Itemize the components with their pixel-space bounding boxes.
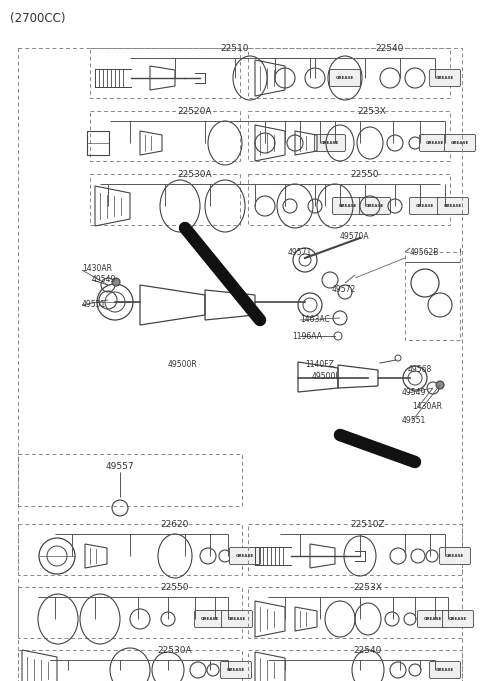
Text: GREASE: GREASE (236, 554, 254, 558)
Text: 49570A: 49570A (340, 232, 370, 241)
Text: GREASE: GREASE (424, 617, 442, 621)
Text: 49572: 49572 (332, 285, 356, 294)
Text: GREASE: GREASE (426, 141, 444, 145)
Text: 49551: 49551 (402, 416, 426, 425)
FancyBboxPatch shape (229, 548, 261, 565)
Bar (248, 174, 450, 225)
Bar (18, 650, 242, 681)
FancyBboxPatch shape (314, 135, 346, 151)
Text: 22530A: 22530A (158, 646, 192, 655)
FancyBboxPatch shape (430, 69, 460, 86)
Text: GREASE: GREASE (446, 554, 464, 558)
Text: 22540: 22540 (376, 44, 404, 53)
Text: (2700CC): (2700CC) (10, 12, 65, 25)
Text: 49500L: 49500L (312, 372, 341, 381)
Text: 22620: 22620 (161, 520, 189, 529)
Text: 1140FZ: 1140FZ (305, 360, 334, 369)
Text: 22550: 22550 (161, 583, 189, 592)
Text: GREASE: GREASE (366, 204, 384, 208)
Text: 2253X: 2253X (358, 107, 386, 116)
FancyBboxPatch shape (430, 661, 460, 678)
Text: GREASE: GREASE (201, 617, 219, 621)
Text: 1430AR: 1430AR (412, 402, 442, 411)
Text: 49500R: 49500R (168, 360, 198, 369)
FancyBboxPatch shape (409, 197, 441, 215)
Bar (248, 587, 462, 638)
FancyBboxPatch shape (437, 197, 468, 215)
Bar (248, 650, 462, 681)
Text: GREASE: GREASE (436, 76, 454, 80)
Text: 1463AC: 1463AC (300, 315, 330, 324)
Text: 22510: 22510 (221, 44, 249, 53)
Text: 49568: 49568 (408, 365, 432, 374)
Circle shape (436, 381, 444, 389)
Text: GREASE: GREASE (444, 204, 462, 208)
Text: GREASE: GREASE (436, 668, 454, 672)
FancyBboxPatch shape (221, 610, 252, 627)
Text: GREASE: GREASE (416, 204, 434, 208)
Text: 49562B: 49562B (410, 248, 439, 257)
Text: 22550: 22550 (351, 170, 379, 179)
FancyBboxPatch shape (220, 661, 252, 678)
Bar (90, 111, 240, 161)
Text: GREASE: GREASE (321, 141, 339, 145)
Bar (248, 524, 462, 575)
FancyBboxPatch shape (443, 610, 473, 627)
Text: 49551: 49551 (82, 300, 106, 309)
Bar (87, 131, 109, 155)
Text: 49549: 49549 (402, 388, 426, 397)
FancyBboxPatch shape (333, 197, 363, 215)
Text: GREASE: GREASE (449, 617, 467, 621)
Text: GREASE: GREASE (336, 76, 354, 80)
Text: GREASE: GREASE (227, 668, 245, 672)
Text: 22510Z: 22510Z (351, 520, 385, 529)
Bar (90, 174, 240, 225)
Text: 1430AR: 1430AR (82, 264, 112, 273)
Text: 49571: 49571 (288, 248, 312, 257)
Text: 22520A: 22520A (178, 107, 212, 116)
Bar (248, 111, 450, 161)
Text: 22540: 22540 (354, 646, 382, 655)
FancyBboxPatch shape (420, 135, 451, 151)
Text: GREASE: GREASE (228, 617, 246, 621)
Text: 22530A: 22530A (178, 170, 212, 179)
Text: 2253X: 2253X (354, 583, 383, 592)
Text: GREASE: GREASE (451, 141, 469, 145)
FancyBboxPatch shape (418, 610, 448, 627)
Text: 49549: 49549 (92, 275, 116, 284)
Text: GREASE: GREASE (339, 204, 357, 208)
Bar (405, 252, 460, 340)
Text: 1196AA: 1196AA (292, 332, 322, 341)
FancyBboxPatch shape (444, 135, 476, 151)
Bar (18, 454, 242, 506)
FancyBboxPatch shape (194, 610, 226, 627)
Circle shape (112, 278, 120, 286)
FancyBboxPatch shape (440, 548, 470, 565)
FancyBboxPatch shape (329, 69, 360, 86)
FancyBboxPatch shape (360, 197, 391, 215)
Bar (90, 48, 240, 98)
Text: 49557: 49557 (106, 462, 134, 471)
Bar (18, 587, 242, 638)
Bar (18, 524, 242, 575)
Bar (248, 48, 450, 98)
